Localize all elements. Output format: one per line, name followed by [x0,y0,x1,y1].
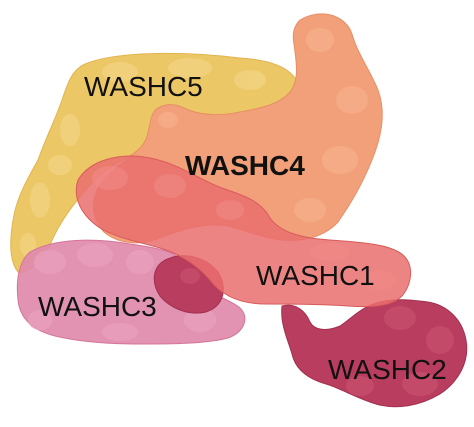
washc4-label: WASHC4 [185,150,305,181]
washc2-subunit [153,255,468,408]
washc3-subunit [16,239,246,345]
washc1-label: WASHC1 [256,260,375,291]
washc5-subunit [10,52,301,273]
washc1-subunit [75,155,411,308]
washc3-label: WASHC3 [38,291,157,322]
washc5-label: WASHC5 [84,71,203,102]
washc2-label: WASHC2 [328,354,447,385]
